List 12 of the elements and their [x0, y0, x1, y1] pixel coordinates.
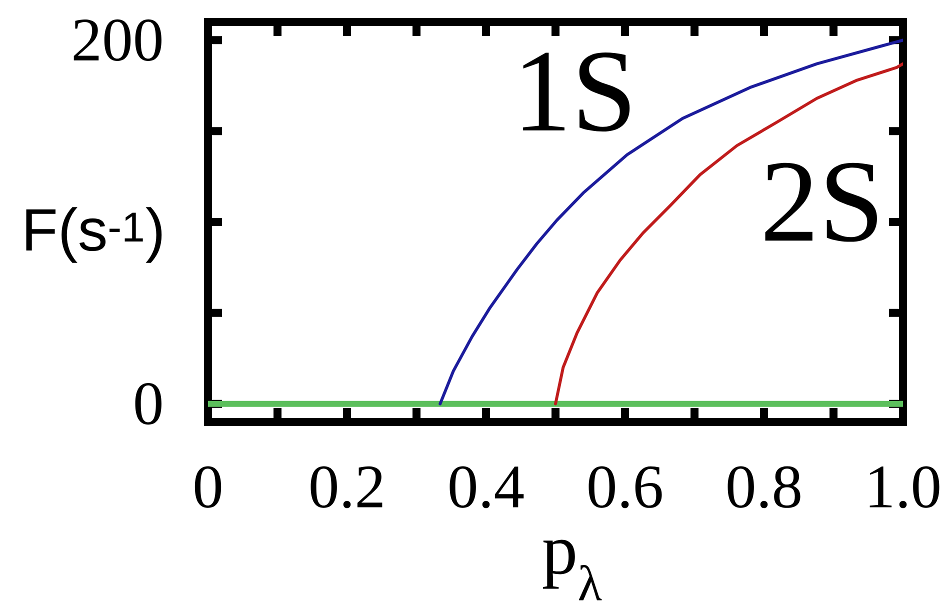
x-tick-label: 0.2 — [310, 466, 382, 508]
x-tick-label: 1.0 — [870, 466, 940, 508]
line-series — [438, 38, 904, 406]
x-tick-label: 0.6 — [588, 466, 662, 508]
series-label: 2S — [765, 162, 877, 242]
x-axis-title: p$_{λ}$ — [542, 540, 602, 600]
x-tick-label: 0.8 — [728, 466, 800, 508]
series-label: 1S — [523, 52, 630, 132]
y-tick-label: 200 — [74, 19, 162, 62]
y-axis-title: F(s$^{-1}$) — [26, 207, 162, 263]
x-tick-label: 0.4 — [450, 466, 524, 508]
x-tick-label: 0 — [194, 466, 222, 508]
